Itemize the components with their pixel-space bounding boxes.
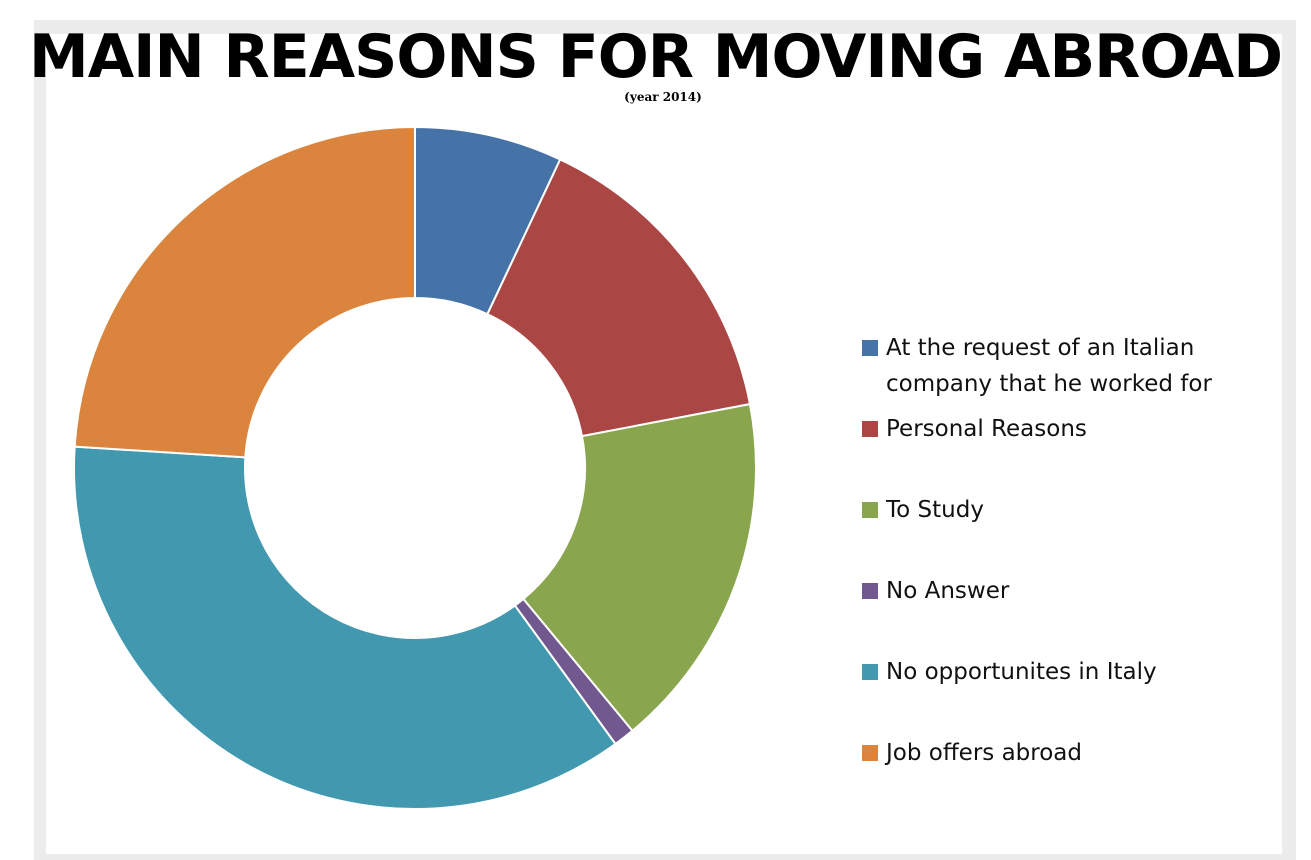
legend-item: No opportunites in Italy (862, 654, 1282, 735)
legend-label: At the request of an Italian company tha… (886, 335, 1212, 397)
legend-item: Job offers abroad (862, 735, 1282, 816)
legend-swatch (862, 664, 878, 680)
chart-title: MAIN REASONS FOR MOVING ABROAD (28, 22, 1283, 92)
legend-label: No opportunites in Italy (886, 659, 1157, 685)
legend-swatch (862, 745, 878, 761)
legend-swatch (862, 340, 878, 356)
chart-subtitle: (year 2014) (624, 90, 702, 104)
legend-item: Personal Reasons (862, 411, 1282, 492)
legend-label: To Study (886, 497, 984, 523)
chart-legend: At the request of an Italian company tha… (862, 330, 1282, 816)
legend-swatch (862, 502, 878, 518)
legend-label: Personal Reasons (886, 416, 1087, 442)
legend-label: No Answer (886, 578, 1010, 604)
donut-slice (486, 158, 752, 438)
legend-item: To Study (862, 492, 1282, 573)
legend-swatch (862, 421, 878, 437)
donut-slice (73, 125, 416, 459)
legend-swatch (862, 583, 878, 599)
legend-item: At the request of an Italian company tha… (862, 330, 1282, 411)
legend-label: Job offers abroad (886, 740, 1082, 766)
legend-item: No Answer (862, 573, 1282, 654)
donut-slice (73, 445, 617, 810)
donut-slice (521, 402, 757, 733)
